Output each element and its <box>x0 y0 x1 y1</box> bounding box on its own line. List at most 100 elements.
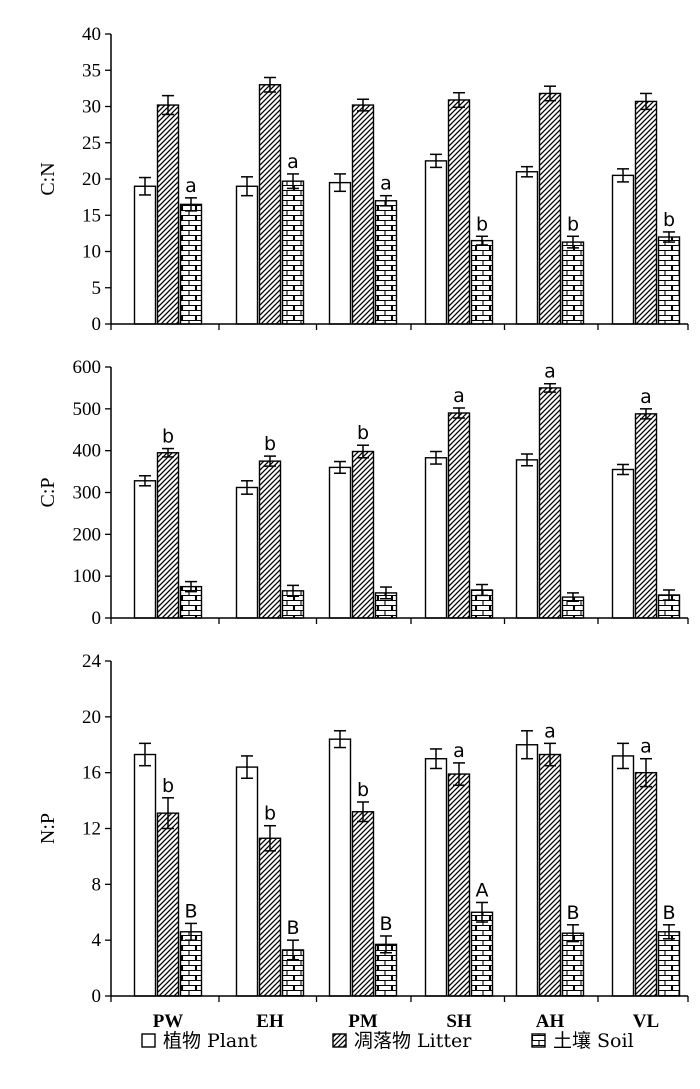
significance-letter: a <box>185 175 197 197</box>
significance-letter: B <box>379 913 392 935</box>
y-axis-label: C:N <box>37 162 59 195</box>
x-tick-label: VL <box>633 1011 659 1032</box>
error-bar <box>544 742 556 767</box>
error-bar <box>241 755 253 779</box>
error-bar <box>264 455 276 467</box>
bar <box>424 160 448 325</box>
bar <box>179 931 203 997</box>
bar <box>611 468 635 619</box>
bar <box>611 755 635 997</box>
significance-letter: a <box>640 736 652 758</box>
error-bar <box>264 824 276 852</box>
error-bar <box>287 939 299 961</box>
y-tick-label: 25 <box>82 133 101 154</box>
significance-letter: B <box>184 900 197 922</box>
bar <box>470 911 494 997</box>
bar <box>258 460 282 619</box>
y-tick-label: 200 <box>73 524 102 545</box>
bar <box>561 932 585 997</box>
y-tick-label: 400 <box>73 441 102 462</box>
error-bar <box>430 748 442 770</box>
chart-panel-1: a a a b b b 0 5 10 15 20 25 30 35 40 C:N <box>37 24 689 335</box>
bar <box>538 92 562 325</box>
significance-letter: a <box>544 361 556 383</box>
y-tick-label: 16 <box>82 763 101 784</box>
error-bar <box>617 742 629 770</box>
bar <box>133 480 157 619</box>
significance-letter: b <box>357 779 369 801</box>
y-tick-label: 15 <box>82 205 101 226</box>
significance-letter: b <box>264 803 276 825</box>
error-bar <box>663 231 675 243</box>
y-tick-label: 24 <box>82 651 102 672</box>
bar <box>634 100 658 325</box>
error-bar <box>640 757 652 788</box>
significance-letter: b <box>663 209 675 231</box>
error-bar <box>544 382 556 393</box>
bar <box>133 753 157 997</box>
legend-label: 土壤 Soil <box>553 1030 634 1052</box>
bar <box>515 744 539 997</box>
legend-swatch <box>141 1033 156 1048</box>
error-bar <box>357 801 369 823</box>
y-axis-label: N:P <box>37 813 59 844</box>
bar <box>374 200 398 325</box>
y-tick-label: 8 <box>92 874 102 895</box>
bar <box>611 174 635 325</box>
error-bar <box>139 475 151 487</box>
error-bar <box>521 165 533 178</box>
y-tick-label: 500 <box>73 399 102 420</box>
bar <box>634 413 658 619</box>
error-bar <box>663 589 675 601</box>
bar <box>515 171 539 325</box>
error-bar <box>357 444 369 459</box>
error-bar <box>241 480 253 495</box>
legend-label: 植物 Plant <box>163 1030 257 1052</box>
chart-panel-2: b b b a a a 0 100 200 300 400 500 600 C:P <box>37 357 689 629</box>
error-bar <box>334 730 346 749</box>
bar <box>328 738 352 997</box>
error-bar <box>476 235 488 246</box>
error-bar <box>380 194 392 207</box>
bar <box>424 758 448 997</box>
x-tick-label: AH <box>536 1011 565 1032</box>
error-bar <box>287 584 299 597</box>
bar <box>328 181 352 325</box>
error-bar <box>476 901 488 923</box>
bar <box>235 766 259 997</box>
error-bar <box>139 176 151 196</box>
bar <box>470 239 494 325</box>
y-tick-label: 20 <box>82 169 101 190</box>
error-bar <box>521 730 533 760</box>
y-tick-label: 5 <box>92 278 102 299</box>
error-bar <box>430 153 442 169</box>
error-bar <box>544 85 556 102</box>
error-bar <box>334 460 346 475</box>
error-bar <box>567 592 579 603</box>
legend-item: 凋落物 Litter <box>332 1030 472 1052</box>
chart-panel-3: b b b a a a B B B A B B 0 4 8 12 16 20 24 PW EH PM SH AH VL N:P <box>37 651 689 1032</box>
significance-letter: b <box>476 213 488 235</box>
y-tick-label: 300 <box>73 483 102 504</box>
y-tick-label: 100 <box>73 566 102 587</box>
significance-letter: B <box>566 902 579 924</box>
error-bar <box>162 447 174 458</box>
bar <box>258 837 282 997</box>
x-tick-label: SH <box>446 1011 472 1032</box>
x-tick-label: PM <box>348 1011 378 1032</box>
y-tick-label: 10 <box>82 242 101 263</box>
significance-letter: a <box>640 386 652 408</box>
y-tick-label: 0 <box>92 608 102 629</box>
bar <box>634 771 658 997</box>
error-bar <box>476 583 488 597</box>
error-bar <box>380 586 392 600</box>
bar <box>424 457 448 619</box>
significance-letter: A <box>476 879 489 901</box>
bar <box>657 931 681 997</box>
significance-letter: B <box>662 902 675 924</box>
y-axis-label: C:P <box>37 477 59 507</box>
bar <box>235 486 259 619</box>
error-bar <box>287 173 299 190</box>
significance-letter: b <box>264 433 276 455</box>
bar <box>447 99 471 325</box>
